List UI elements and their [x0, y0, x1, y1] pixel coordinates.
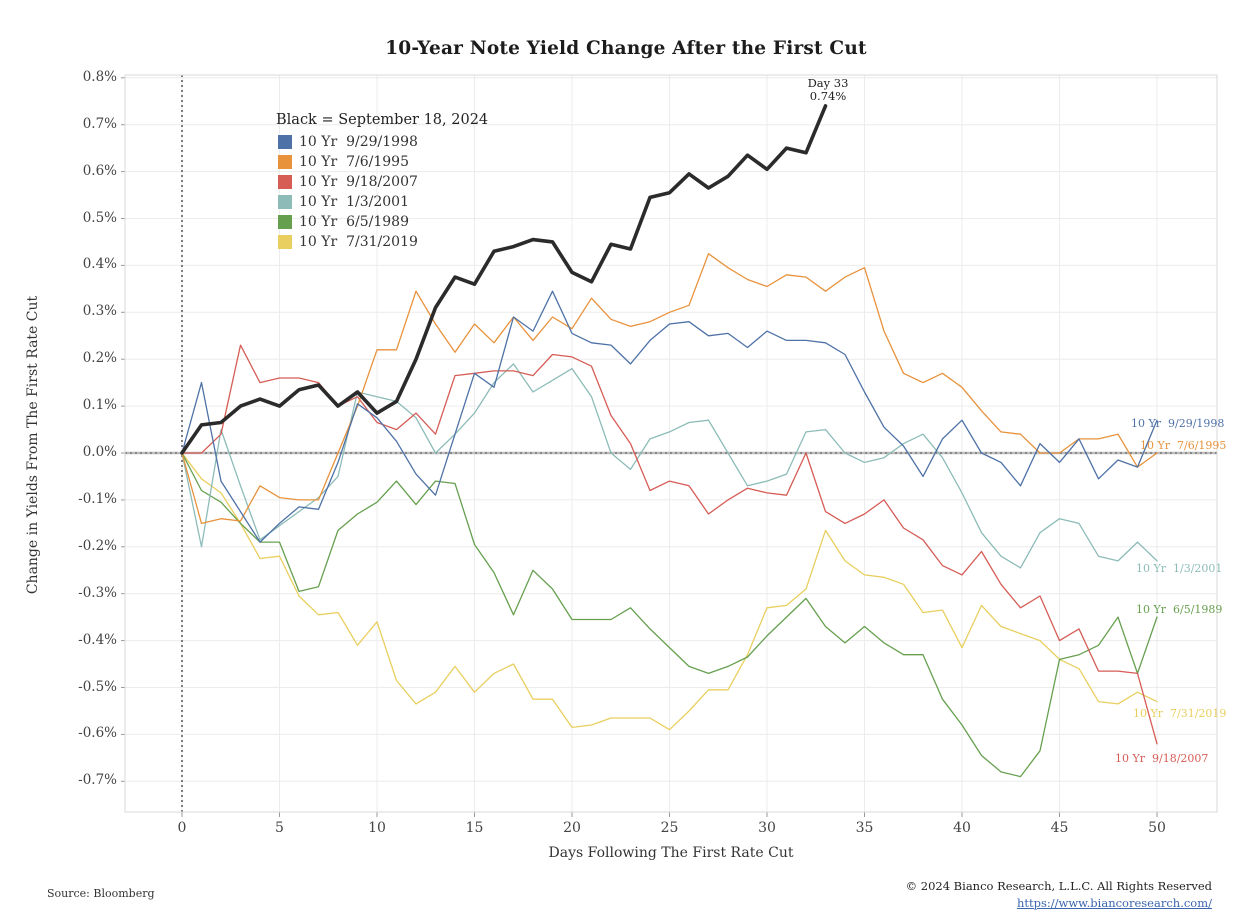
legend-black-note: Black = September 18, 2024: [276, 112, 489, 128]
x-tick-label: 10: [368, 820, 386, 836]
legend-item-label: 10 Yr 7/31/2019: [299, 234, 418, 250]
x-tick-label: 20: [563, 820, 581, 836]
legend-swatch-icon: [278, 195, 292, 209]
x-tick-label: 40: [953, 820, 971, 836]
y-tick-label: 0.0%: [82, 444, 117, 460]
end-label-y2007: 10 Yr 9/18/2007: [1115, 752, 1209, 765]
y-tick-label: 0.4%: [82, 256, 117, 273]
page-title: 10-Year Note Yield Change After the Firs…: [385, 38, 867, 59]
x-axis-title: Days Following The First Rate Cut: [548, 845, 794, 861]
end-label-y1995: 10 Yr 7/6/1995: [1140, 439, 1227, 452]
x-tick-label: 30: [758, 820, 776, 836]
legend-item: 10 Yr 1/3/2001: [276, 192, 488, 212]
y-tick-label: 0.5%: [82, 209, 117, 226]
legend-item-label: 10 Yr 1/3/2001: [299, 194, 409, 210]
legend-item-label: 10 Yr 6/5/1989: [299, 214, 409, 230]
y-tick-label: 0.1%: [82, 397, 117, 414]
y-tick-label: 0.3%: [82, 303, 117, 320]
y-tick-label: 0.6%: [82, 162, 117, 179]
legend-item-label: 10 Yr 9/29/1998: [299, 134, 418, 150]
end-label-y1989: 10 Yr 6/5/1989: [1136, 603, 1223, 616]
x-tick-label: 5: [275, 820, 284, 836]
x-tick-label: 50: [1148, 820, 1166, 836]
end-label-y1998: 10 Yr 9/29/1998: [1131, 417, 1225, 430]
annotation-value: 0.74%: [809, 89, 847, 103]
legend-swatch-icon: [278, 155, 292, 169]
x-tick-label: 45: [1050, 820, 1069, 836]
y-tick-label: -0.7%: [78, 772, 117, 789]
end-label-y2001: 10 Yr 1/3/2001: [1136, 562, 1223, 575]
biancoresearch-link[interactable]: https://www.biancoresearch.com/: [1016, 896, 1212, 910]
y-tick-label: -0.4%: [78, 631, 117, 648]
legend-swatch-icon: [278, 135, 292, 149]
legend-item-label: 10 Yr 9/18/2007: [299, 174, 418, 190]
y-tick-label: 0.8%: [82, 68, 117, 85]
day33-annotation: Day 33 0.74%: [789, 77, 867, 103]
x-tick-label: 35: [855, 820, 874, 836]
series-line-y1998: [181, 290, 1158, 543]
chart-legend: Black = September 18, 2024 10 Yr 9/29/19…: [276, 112, 488, 252]
legend-swatch-icon: [278, 175, 292, 189]
legend-item: 10 Yr 7/6/1995: [276, 152, 488, 172]
legend-item: 10 Yr 6/5/1989: [276, 212, 488, 232]
end-label-y2019: 10 Yr 7/31/2019: [1133, 707, 1227, 720]
copyright-note: © 2024 Bianco Research, L.L.C. All Right…: [905, 879, 1212, 893]
series-line-y1989: [181, 452, 1158, 778]
legend-item-label: 10 Yr 7/6/1995: [299, 154, 409, 170]
annotation-day: Day 33: [807, 76, 849, 90]
legend-item: 10 Yr 9/29/1998: [276, 132, 488, 152]
y-tick-label: -0.2%: [78, 537, 117, 554]
legend-swatch-icon: [278, 235, 292, 249]
x-tick-label: 25: [660, 820, 679, 836]
legend-item: 10 Yr 9/18/2007: [276, 172, 488, 192]
y-tick-label: -0.3%: [78, 584, 117, 601]
y-tick-label: 0.2%: [82, 350, 117, 367]
series-line-sept2024: [180, 104, 828, 455]
source-note: Source: Bloomberg: [47, 887, 155, 900]
y-tick-label: 0.7%: [82, 115, 117, 132]
series-line-y1995: [181, 253, 1158, 525]
series-line-y2019: [181, 452, 1158, 731]
y-axis-title: Change in Yields From The First Rate Cut: [25, 295, 41, 595]
x-tick-label: 0: [177, 820, 187, 836]
x-tick-label: 15: [465, 820, 484, 836]
legend-item: 10 Yr 7/31/2019: [276, 232, 488, 252]
legend-swatch-icon: [278, 215, 292, 229]
y-tick-label: -0.6%: [78, 725, 117, 742]
footer-right: © 2024 Bianco Research, L.L.C. All Right…: [906, 879, 1212, 911]
y-tick-label: -0.5%: [78, 678, 117, 695]
y-tick-label: -0.1%: [78, 490, 117, 507]
series-line-y2001: [181, 363, 1158, 569]
plot-border: [124, 74, 1218, 813]
